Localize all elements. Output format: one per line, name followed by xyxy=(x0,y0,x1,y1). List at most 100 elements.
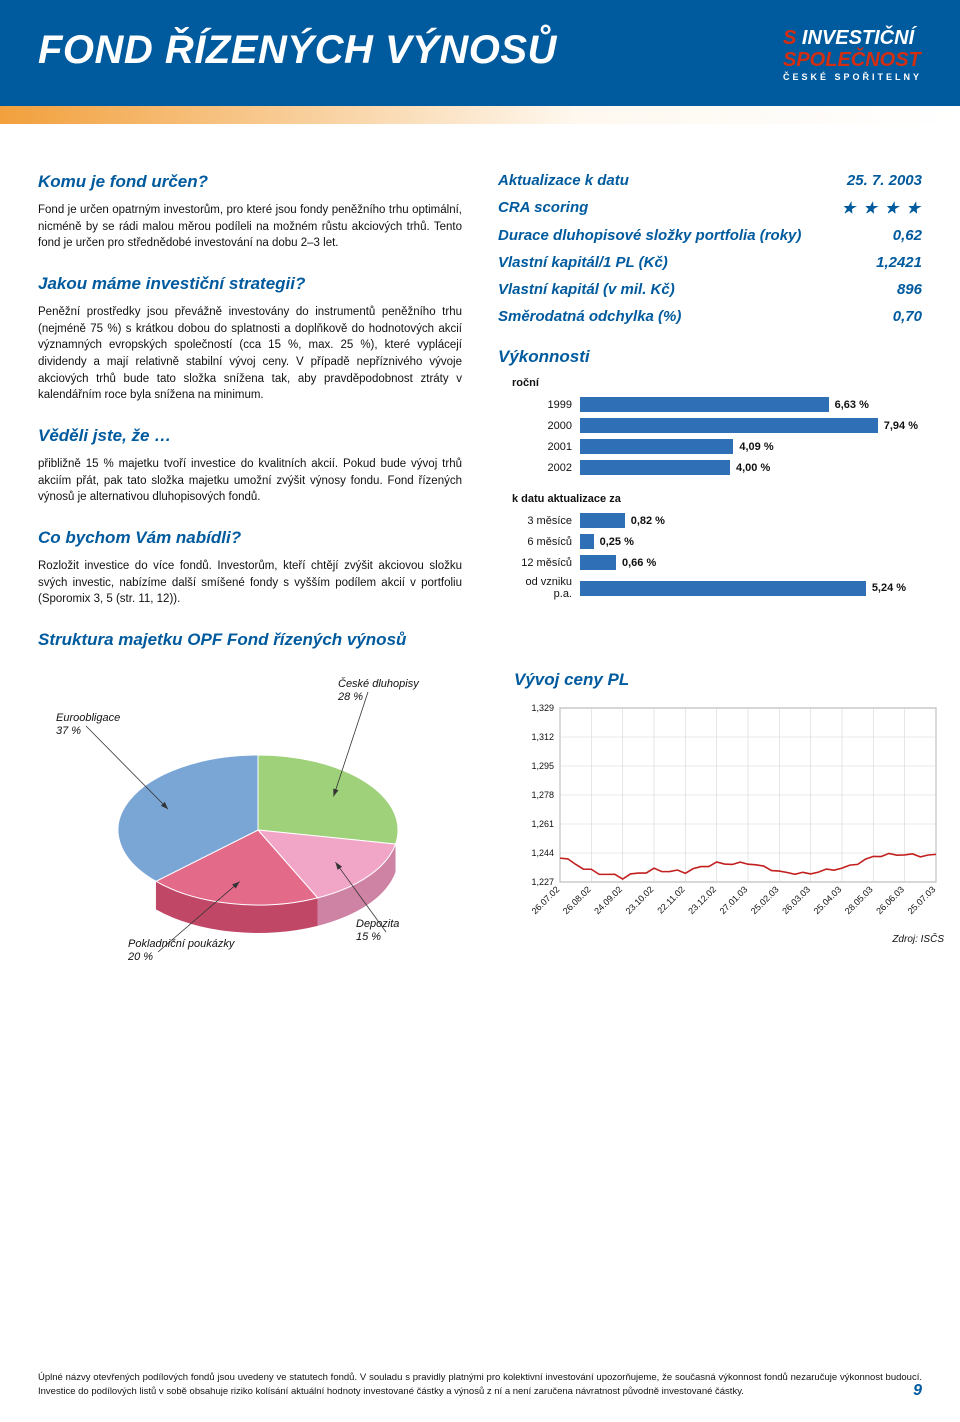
bar-label: 6 měsíců xyxy=(512,536,580,548)
performance-section: Výkonnosti roční 19996,63 %20007,94 %200… xyxy=(498,347,922,600)
bar-fill xyxy=(580,581,866,596)
svg-text:26.06.03: 26.06.03 xyxy=(874,884,906,916)
bar-track: 0,25 % xyxy=(580,534,922,549)
svg-text:1,312: 1,312 xyxy=(531,732,554,742)
section-4-body: Rozložit investice do více fondů. Invest… xyxy=(38,558,462,608)
section-2-title: Jakou máme investiční strategii? xyxy=(38,274,462,294)
pie-label: Pokladniční poukázky20 % xyxy=(128,938,234,964)
bar-track: 7,94 % xyxy=(580,418,922,433)
bar-track: 4,00 % xyxy=(580,460,922,475)
section-1-body: Fond je určen opatrným investorům, pro k… xyxy=(38,202,462,252)
facts-label: Aktualizace k datu xyxy=(498,172,629,189)
bar-value: 0,66 % xyxy=(622,557,656,569)
svg-text:1,329: 1,329 xyxy=(531,703,554,713)
bar-label: 2002 xyxy=(512,462,580,474)
bar-fill xyxy=(580,460,730,475)
svg-text:1,278: 1,278 xyxy=(531,790,554,800)
facts-value: 25. 7. 2003 xyxy=(847,172,922,189)
bar-value: 6,63 % xyxy=(835,399,869,411)
bar-label: 12 měsíců xyxy=(512,557,580,569)
bar-label: 3 měsíce xyxy=(512,515,580,527)
header: FOND ŘÍZENÝCH VÝNOSŮ S INVESTIČNÍ SPOLEČ… xyxy=(0,0,960,106)
bar-row: 12 měsíců 0,66 % xyxy=(512,555,922,570)
line-chart: 1,3291,3121,2951,2781,2611,2441,22726.07… xyxy=(514,700,944,930)
svg-text:27.01.03: 27.01.03 xyxy=(718,884,750,916)
line-svg: 1,3291,3121,2951,2781,2611,2441,22726.07… xyxy=(514,700,944,930)
bar-track: 0,66 % xyxy=(580,555,922,570)
bar-fill xyxy=(580,439,733,454)
svg-text:26.08.02: 26.08.02 xyxy=(561,884,593,916)
facts-table: Aktualizace k datu 25. 7. 2003 CRA scoring… xyxy=(498,172,922,325)
facts-value: 0,70 xyxy=(893,308,922,325)
bar-row: 3 měsíce 0,82 % xyxy=(512,513,922,528)
facts-row: CRA scoring ★ ★ ★ ★ xyxy=(498,199,922,217)
svg-text:23.12.02: 23.12.02 xyxy=(686,884,718,916)
facts-label: CRA scoring xyxy=(498,199,588,217)
section-4-title: Co bychom Vám nabídli? xyxy=(38,528,462,548)
bar-track: 6,63 % xyxy=(580,397,922,412)
bar-row: 1999 6,63 % xyxy=(512,397,922,412)
bar-fill xyxy=(580,555,616,570)
facts-value: 1,2421 xyxy=(876,254,922,271)
facts-row: Směrodatná odchylka (%) 0,70 xyxy=(498,308,922,325)
bar-label: 2000 xyxy=(512,420,580,432)
bar-value: 0,82 % xyxy=(631,515,665,527)
section-5-title: Struktura majetku OPF Fond řízených výno… xyxy=(38,630,462,650)
facts-row: Vlastní kapitál (v mil. Kč) 896 xyxy=(498,281,922,298)
section-3-title: Věděli jste, že … xyxy=(38,426,462,446)
bar-track: 0,82 % xyxy=(580,513,922,528)
svg-text:1,244: 1,244 xyxy=(531,848,554,858)
section-3-body: přibližně 15 % majetku tvoří investice d… xyxy=(38,456,462,506)
svg-text:26.07.02: 26.07.02 xyxy=(530,884,562,916)
bar-value: 7,94 % xyxy=(884,420,918,432)
page-title: FOND ŘÍZENÝCH VÝNOSŮ xyxy=(38,28,557,73)
facts-row: Vlastní kapitál/1 PL (Kč) 1,2421 xyxy=(498,254,922,271)
svg-text:25.07.03: 25.07.03 xyxy=(906,884,938,916)
svg-text:25.04.03: 25.04.03 xyxy=(812,884,844,916)
facts-label: Vlastní kapitál/1 PL (Kč) xyxy=(498,254,668,271)
bar-fill xyxy=(580,397,829,412)
bar-row: 2000 7,94 % xyxy=(512,418,922,433)
facts-value: 896 xyxy=(897,281,922,298)
line-column: Vývoj ceny PL 1,3291,3121,2951,2781,2611… xyxy=(514,670,944,970)
svg-text:28.05.03: 28.05.03 xyxy=(843,884,875,916)
facts-label: Směrodatná odchylka (%) xyxy=(498,308,681,325)
logo-text-1: INVESTIČNÍ xyxy=(796,27,914,49)
pie-chart: České dluhopisy28 %Depozita15 %Pokladnič… xyxy=(38,670,478,970)
bar-row: 20014,09 % xyxy=(512,439,922,454)
bar-label: 1999 xyxy=(512,399,580,411)
bar-value: 0,25 % xyxy=(600,536,634,548)
footer: Úplné názvy otevřených podílových fondů … xyxy=(38,1371,922,1398)
facts-row: Aktualizace k datu 25. 7. 2003 xyxy=(498,172,922,189)
logo-mark: S xyxy=(783,27,796,49)
left-column: Komu je fond určen? Fond je určen opatrn… xyxy=(38,172,462,660)
svg-text:1,261: 1,261 xyxy=(531,819,554,829)
annual-bar-chart: 19996,63 %20007,94 %20014,09 %20024,00 % xyxy=(512,397,922,475)
logo-text-2: SPOLEČNOST xyxy=(783,50,922,70)
facts-row: Durace dluhopisové složky portfolia (rok… xyxy=(498,227,922,244)
facts-value: ★ ★ ★ ★ xyxy=(842,199,922,217)
bar-fill xyxy=(580,513,625,528)
pie-label: České dluhopisy28 % xyxy=(338,678,419,704)
bar-row: 20024,00 % xyxy=(512,460,922,475)
facts-label: Vlastní kapitál (v mil. Kč) xyxy=(498,281,675,298)
content-columns: Komu je fond určen? Fond je určen opatrn… xyxy=(0,172,960,660)
section-1-title: Komu je fond určen? xyxy=(38,172,462,192)
linechart-title: Vývoj ceny PL xyxy=(514,670,944,690)
footnote: Úplné názvy otevřených podílových fondů … xyxy=(38,1371,922,1398)
svg-text:1,227: 1,227 xyxy=(531,877,554,887)
svg-text:26.03.03: 26.03.03 xyxy=(780,884,812,916)
performance-title: Výkonnosti xyxy=(498,347,922,367)
bar-row: 6 měsíců 0,25 % xyxy=(512,534,922,549)
lower-row: České dluhopisy28 %Depozita15 %Pokladnič… xyxy=(0,670,960,970)
logo-text-3: ČESKÉ SPOŘITELNY xyxy=(783,73,922,82)
logo: S INVESTIČNÍ SPOLEČNOST ČESKÉ SPOŘITELNY xyxy=(783,28,922,82)
svg-text:25.02.03: 25.02.03 xyxy=(749,884,781,916)
section-2-body: Peněžní prostředky jsou převážně investo… xyxy=(38,304,462,404)
bar-label: od vzniku p.a. xyxy=(512,576,580,600)
svg-text:22.11.02: 22.11.02 xyxy=(655,884,686,915)
page-number: 9 xyxy=(913,1382,922,1400)
bar-track: 4,09 % xyxy=(580,439,922,454)
bar-fill xyxy=(580,418,878,433)
bar-label: 2001 xyxy=(512,441,580,453)
